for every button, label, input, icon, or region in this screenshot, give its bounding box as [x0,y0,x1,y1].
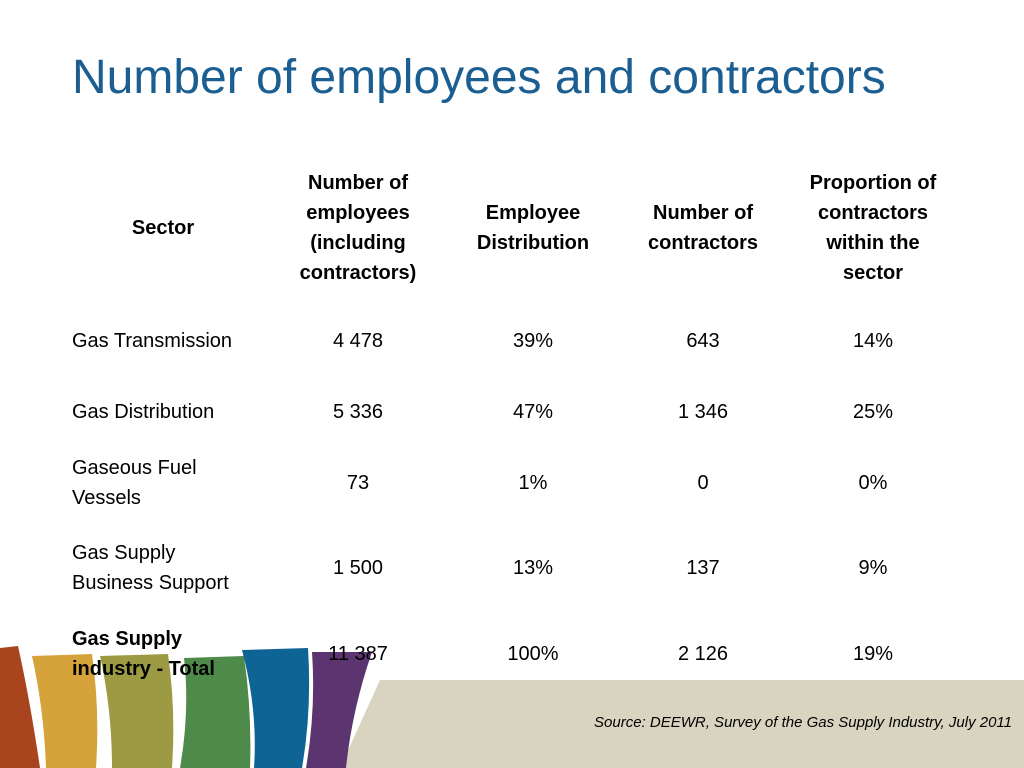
cell-employees: 1 500 [332,557,384,579]
cell-contractors: 137 [686,557,720,579]
cell-distribution: 47% [512,401,554,423]
header-distribution: Employee Distribution [476,202,590,254]
cell-employees: 73 [346,472,370,494]
cell-distribution: 1% [518,472,548,494]
cell-contractors: 1 346 [677,401,729,423]
stripe-green [180,656,251,768]
cell-proportion: 9% [858,557,888,579]
stripe-gold [32,654,98,768]
footer-band [340,680,1024,768]
cell-contractors: 643 [686,330,720,352]
header-proportion: Proportion of contractors within the sec… [809,172,937,284]
table-header-row: Sector Number of employees (including co… [68,150,948,306]
slide-title: Number of employees and contractors [72,51,886,104]
cell-contractors: 2 126 [677,643,729,665]
stripe-rust [0,646,40,768]
table-row: Gas Distribution 5 336 47% 1 346 25% [68,376,948,448]
stripe-purple [306,652,372,768]
header-sector: Sector [131,217,195,239]
cell-sector: Gaseous Fuel Vessels [72,457,197,509]
cell-proportion: 25% [852,401,894,423]
cell-distribution: 100% [507,643,559,665]
table-row-total: Gas Supply industry - Total 11 387 100% … [68,618,948,690]
cell-sector: Gas Supply Business Support [72,542,229,594]
employees-table-container: Sector Number of employees (including co… [68,150,948,690]
stripe-blue [242,648,310,768]
cell-sector-total: Gas Supply industry - Total [72,628,215,680]
cell-sector: Gas Distribution [72,401,215,423]
cell-employees: 11 387 [328,643,388,665]
table-row: Gaseous Fuel Vessels 73 1% 0 0% [68,448,948,518]
cell-employees: 5 336 [332,401,384,423]
cell-distribution: 39% [512,330,554,352]
employees-table: Sector Number of employees (including co… [68,150,948,690]
cell-proportion: 19% [852,643,894,665]
stripe-olive [100,654,174,768]
table-row: Gas Supply Business Support 1 500 13% 13… [68,518,948,618]
decorative-footer [0,646,1024,768]
cell-proportion: 14% [852,330,894,352]
cell-employees: 4 478 [332,330,384,352]
cell-distribution: 13% [512,557,554,579]
cell-sector: Gas Transmission [72,330,233,352]
cell-proportion: 0% [858,472,888,494]
header-contractors: Number of contractors [647,202,759,254]
table-row: Gas Transmission 4 478 39% 643 14% [68,306,948,376]
cell-contractors: 0 [697,472,709,494]
header-employees: Number of employees (including contracto… [299,172,417,284]
source-citation: Source: DEEWR, Survey of the Gas Supply … [594,714,1012,731]
